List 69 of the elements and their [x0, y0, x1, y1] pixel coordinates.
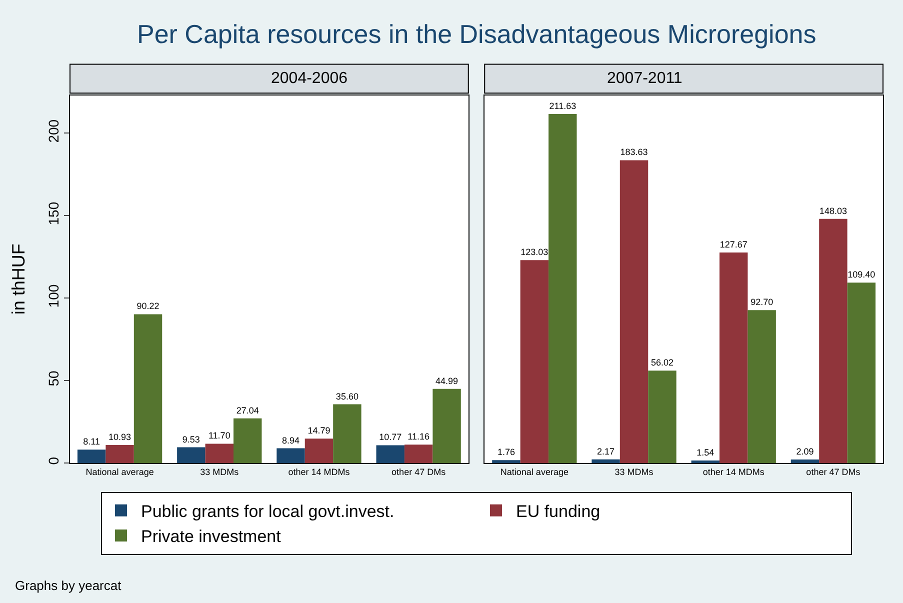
bar [492, 460, 520, 463]
bar [404, 444, 433, 463]
legend-label: EU funding [516, 502, 600, 521]
bar [333, 404, 362, 463]
x-tick-label: 33 MDMs [200, 466, 240, 477]
data-label: 14.79 [308, 426, 330, 436]
data-label: 1.76 [497, 447, 515, 458]
bar [819, 218, 848, 463]
legend-label: Public grants for local govt.invest. [141, 502, 394, 521]
y-tick-label: 200 [45, 119, 62, 143]
data-label: 44.99 [436, 376, 458, 386]
x-tick-label: other 47 DMs [806, 466, 861, 477]
data-label: 10.77 [379, 432, 402, 442]
chart-title: Per Capita resources in the Disadvantageous Microregions [137, 19, 816, 49]
data-label: 2.17 [597, 446, 615, 456]
bar [592, 459, 620, 463]
bar [205, 444, 234, 463]
y-tick-label: 150 [45, 202, 62, 226]
bar [134, 314, 162, 463]
data-label: 123.03 [520, 247, 548, 258]
bar [106, 444, 134, 463]
chart-subtitle: 2007-2011 [607, 70, 682, 87]
y-tick-label: 0 [45, 456, 62, 465]
chart-subtitle: 2004-2006 [271, 70, 348, 87]
data-label: 10.93 [108, 432, 132, 442]
bar [276, 448, 305, 463]
bar [790, 460, 820, 463]
bar [177, 447, 206, 463]
data-label: 109.40 [848, 270, 876, 280]
data-label: 90.22 [136, 301, 160, 312]
bar [548, 114, 577, 463]
text: Graphs by yearcat [15, 578, 122, 593]
bar [432, 388, 461, 463]
x-tick-label: National average [86, 466, 154, 477]
data-label: 2.09 [796, 446, 814, 457]
data-label: 27.04 [236, 405, 259, 416]
data-label: 148.03 [819, 206, 847, 216]
y-tick-label: 50 [45, 370, 62, 386]
bar [77, 450, 106, 463]
bar [748, 310, 776, 463]
data-label: 11.70 [208, 430, 230, 441]
bar [720, 252, 748, 463]
y-tick-label: 100 [45, 284, 62, 308]
data-label: 56.02 [650, 358, 674, 368]
bar [691, 460, 720, 463]
data-label: 127.67 [720, 239, 748, 250]
bar [620, 160, 648, 463]
legend-label: Private investment [141, 527, 282, 546]
data-label: 211.63 [549, 101, 576, 112]
data-label: 92.70 [750, 297, 774, 308]
data-label: 183.63 [620, 147, 648, 158]
y-axis-title: in thHUF [8, 244, 29, 315]
bar [234, 418, 262, 463]
data-label: 8.94 [282, 435, 300, 446]
bar [847, 282, 876, 463]
data-label: 9.53 [182, 434, 200, 444]
bar [304, 438, 334, 463]
x-tick-label: other 14 MDMs [288, 466, 350, 477]
x-tick-label: National average [500, 466, 568, 477]
data-label: 8.11 [83, 436, 100, 447]
bar [376, 445, 404, 463]
data-label: 35.60 [336, 391, 358, 402]
data-label: 11.16 [408, 432, 430, 442]
x-tick-label: other 47 DMs [392, 466, 446, 477]
x-tick-label: 33 MDMs [614, 466, 654, 477]
data-label: 1.54 [696, 447, 714, 458]
bar [520, 260, 549, 463]
x-tick-label: other 14 MDMs [702, 466, 765, 477]
bar [648, 370, 676, 463]
